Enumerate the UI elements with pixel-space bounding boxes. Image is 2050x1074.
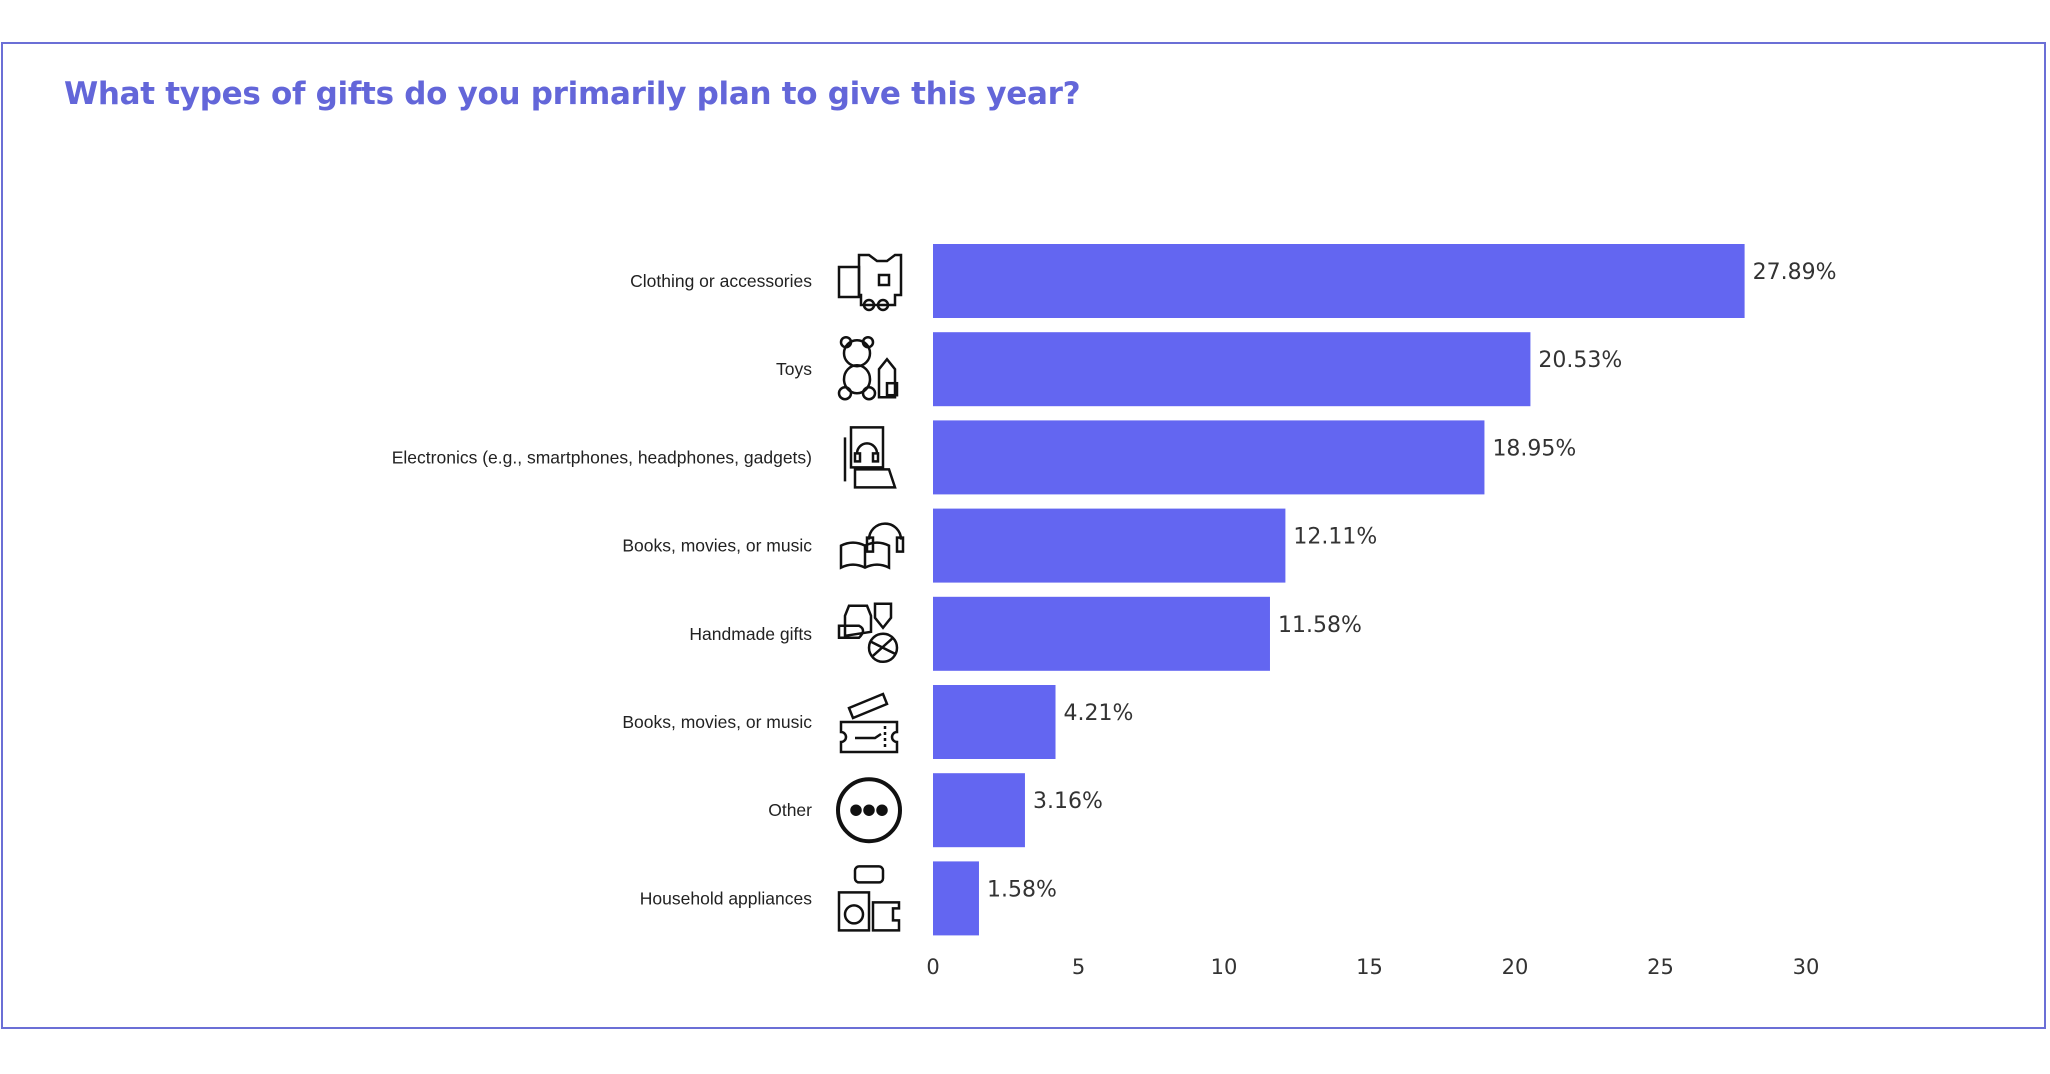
category-label: Toys [776, 359, 812, 379]
value-label: 12.11% [1293, 525, 1377, 550]
handmade-yarn-icon [837, 602, 899, 664]
value-label: 27.89% [1753, 260, 1837, 285]
bar-group: Handmade gifts 11.58% [689, 596, 1362, 671]
category-label: Clothing or accessories [630, 271, 812, 291]
x-tick-label: 10 [1211, 955, 1238, 979]
teddy-bear-icon [837, 335, 899, 401]
x-tick-label: 30 [1793, 955, 1820, 979]
bar-group: Toys 20.53% [776, 332, 1622, 407]
x-tick-label: 5 [1072, 955, 1085, 979]
x-tick-label: 25 [1647, 955, 1674, 979]
bar-group: Books, movies, or music 12.11% [622, 508, 1377, 583]
electronics-icon [843, 426, 897, 489]
value-label: 11.58% [1278, 613, 1362, 638]
bar-group: Other 3.16% [768, 773, 1103, 848]
category-label: Handmade gifts [689, 624, 812, 644]
clothing-icon [837, 253, 903, 312]
bar [933, 420, 1485, 495]
bar-group: Books, movies, or music 4.21% [622, 685, 1133, 759]
value-label: 20.53% [1538, 348, 1622, 373]
bar-group: Clothing or accessories 27.89% [630, 244, 1836, 318]
value-label: 1.58% [987, 877, 1057, 902]
bar-group: Household appliances 1.58% [640, 861, 1057, 936]
x-tick-label: 20 [1502, 955, 1529, 979]
bar [933, 685, 1056, 759]
value-label: 3.16% [1033, 789, 1103, 814]
more-dots-icon [836, 777, 902, 844]
category-label: Books, movies, or music [622, 536, 812, 556]
book-headphones-icon [839, 522, 905, 570]
bar [933, 332, 1531, 407]
bar [933, 244, 1745, 318]
x-tick-label: 0 [926, 955, 939, 979]
bar [933, 596, 1270, 671]
category-label: Electronics (e.g., smartphones, headphon… [392, 447, 812, 467]
bar [933, 861, 979, 936]
bar-group: Electronics (e.g., smartphones, headphon… [392, 420, 1576, 495]
ticket-icon [839, 692, 899, 754]
chart-title: What types of gifts do you primarily pla… [64, 76, 1081, 112]
category-label: Other [768, 800, 812, 820]
appliances-icon [837, 865, 901, 932]
value-label: 18.95% [1492, 436, 1576, 461]
chart-frame [1, 42, 2046, 1029]
bar [933, 773, 1025, 848]
value-label: 4.21% [1064, 701, 1134, 726]
bar [933, 508, 1286, 583]
category-label: Household appliances [640, 888, 812, 908]
category-label: Books, movies, or music [622, 712, 812, 732]
x-tick-label: 15 [1356, 955, 1383, 979]
